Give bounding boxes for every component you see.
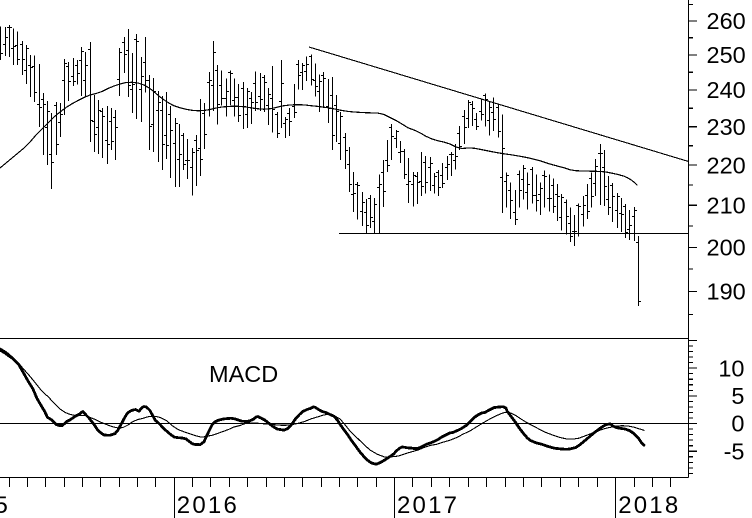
svg-text:-5: -5 bbox=[724, 438, 745, 464]
svg-text:240: 240 bbox=[707, 77, 746, 103]
svg-text:200: 200 bbox=[707, 235, 746, 261]
svg-text:2017: 2017 bbox=[397, 492, 459, 518]
svg-text:220: 220 bbox=[707, 152, 746, 178]
svg-text:MACD: MACD bbox=[209, 361, 278, 387]
svg-text:10: 10 bbox=[718, 355, 744, 381]
svg-text:5: 5 bbox=[731, 383, 744, 409]
svg-text:250: 250 bbox=[707, 42, 746, 68]
svg-text:2018: 2018 bbox=[618, 492, 680, 518]
svg-text:5: 5 bbox=[0, 492, 8, 518]
svg-text:0: 0 bbox=[731, 411, 744, 437]
svg-text:190: 190 bbox=[707, 279, 746, 305]
svg-text:230: 230 bbox=[707, 114, 746, 140]
svg-text:210: 210 bbox=[707, 192, 746, 218]
svg-text:260: 260 bbox=[707, 8, 746, 34]
svg-text:2016: 2016 bbox=[177, 492, 239, 518]
